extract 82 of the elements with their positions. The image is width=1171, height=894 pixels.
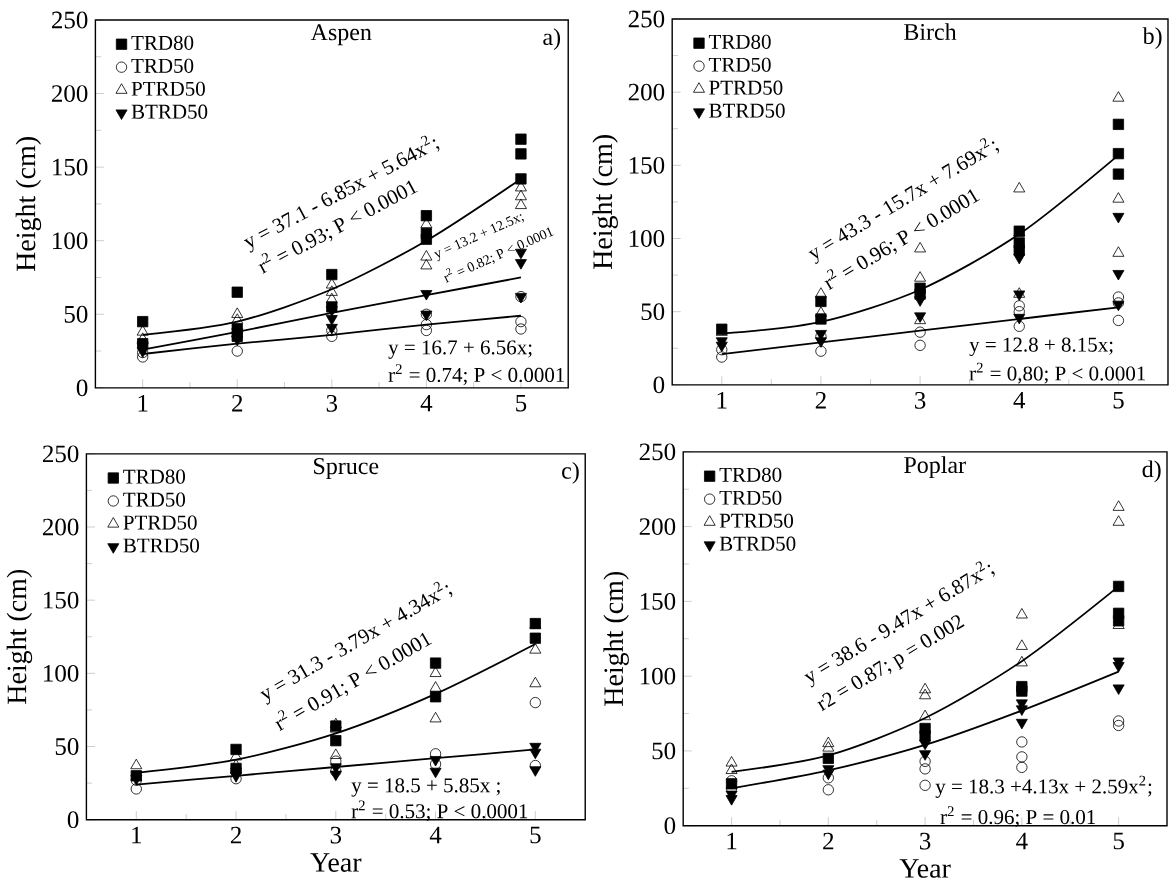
legend-label: BTRD50 bbox=[131, 104, 208, 119]
y-tick-label: 250 bbox=[42, 445, 79, 463]
y-tick-label: 100 bbox=[44, 665, 79, 682]
x-tick-label: 3 bbox=[326, 395, 338, 412]
x-tick-label: 1 bbox=[717, 392, 727, 409]
y-tick-label: 250 bbox=[51, 11, 88, 29]
annotation: r$^{2}$ = 0,80; P < 0.0001 bbox=[969, 362, 1146, 384]
y-tick-label: 100 bbox=[629, 230, 665, 248]
x-tick-label: 2 bbox=[232, 395, 243, 412]
legend-label: TRD50 bbox=[123, 492, 186, 507]
chart-title: Spruce bbox=[314, 458, 379, 480]
x-tick-label: 1 bbox=[138, 395, 148, 412]
legend-label: TRD50 bbox=[719, 490, 782, 506]
annotation: y = 18.3 +4.13x + 2.59x$^{2}$; bbox=[935, 775, 1152, 799]
chart-title: Aspen bbox=[310, 24, 372, 46]
y-tick-label: 100 bbox=[640, 667, 676, 685]
y-tick-label: 200 bbox=[639, 518, 676, 536]
y-tick-label: 50 bbox=[652, 742, 676, 760]
legend-label: BTRD50 bbox=[709, 103, 785, 118]
y-axis-title: Height (cm) bbox=[15, 137, 42, 272]
y-axis-title: Height (cm) bbox=[6, 570, 33, 705]
annotation: r$^{2}$ = 0.74; P < 0.0001 bbox=[388, 364, 565, 386]
chart-title: Birch bbox=[904, 23, 957, 41]
chart-title: Poplar bbox=[904, 456, 966, 479]
y-tick-label: 200 bbox=[628, 83, 665, 101]
legend-label: TRD80 bbox=[131, 35, 194, 51]
y-tick-label: 200 bbox=[51, 85, 88, 103]
y-tick-label: 0 bbox=[664, 817, 676, 835]
x-tick-label: 5 bbox=[530, 826, 541, 844]
y-tick-label: 0 bbox=[76, 379, 88, 397]
annotation: r$^{2}$ = 0.96; P = 0.01 bbox=[940, 806, 1096, 828]
y-tick-label: 100 bbox=[53, 232, 88, 250]
x-tick-label: 5 bbox=[516, 395, 527, 412]
y-tick-label: 200 bbox=[42, 518, 79, 536]
y-axis-title: Height (cm) bbox=[603, 572, 629, 707]
x-tick-label: 4 bbox=[1013, 392, 1026, 409]
annotation: a) bbox=[543, 28, 561, 51]
x-tick-label: 5 bbox=[1113, 832, 1124, 850]
y-tick-label: 150 bbox=[53, 158, 88, 176]
y-tick-label: 150 bbox=[44, 591, 79, 609]
x-tick-label: 3 bbox=[920, 832, 931, 850]
legend-label: TRD80 bbox=[123, 469, 186, 484]
legend-label: BTRD50 bbox=[719, 536, 796, 551]
legend-label: TRD80 bbox=[708, 34, 771, 50]
y-tick-label: 150 bbox=[629, 157, 665, 174]
x-tick-label: 2 bbox=[815, 392, 826, 409]
annotation: r$^{2}$ = 0.53; P < 0.0001 bbox=[351, 800, 528, 822]
x-tick-label: 2 bbox=[230, 826, 241, 844]
y-tick-label: 250 bbox=[639, 443, 676, 461]
y-tick-label: 150 bbox=[640, 593, 676, 610]
annotation: b) bbox=[1142, 27, 1162, 50]
x-tick-label: 3 bbox=[330, 826, 342, 844]
legend-label: PTRD50 bbox=[131, 81, 205, 97]
y-tick-label: 0 bbox=[67, 811, 79, 829]
x-tick-label: 1 bbox=[727, 832, 737, 850]
x-axis-title: Year bbox=[310, 853, 362, 873]
x-tick-label: 5 bbox=[1113, 392, 1124, 409]
legend-label: BTRD50 bbox=[123, 538, 200, 553]
annotation: c) bbox=[562, 462, 579, 484]
x-tick-label: 3 bbox=[915, 392, 926, 409]
legend-label: PTRD50 bbox=[719, 513, 794, 528]
y-tick-label: 50 bbox=[64, 306, 88, 323]
y-tick-label: 0 bbox=[653, 376, 665, 394]
legend-label: TRD80 bbox=[719, 467, 782, 483]
annotation: y = 12.8 + 8.15x; bbox=[969, 337, 1113, 357]
legend-label: PTRD50 bbox=[709, 80, 783, 95]
legend-label: TRD50 bbox=[708, 57, 771, 73]
x-tick-label: 4 bbox=[420, 395, 433, 412]
legend-label: PTRD50 bbox=[123, 515, 197, 530]
annotation: d) bbox=[1142, 460, 1161, 483]
annotation: y = 16.7 + 6.56x; bbox=[388, 340, 532, 359]
y-tick-label: 50 bbox=[55, 738, 79, 756]
annotation: y = 18.5 + 5.85x ; bbox=[351, 778, 500, 797]
x-tick-label: 4 bbox=[429, 826, 442, 844]
legend-label: TRD50 bbox=[131, 58, 194, 74]
x-tick-label: 4 bbox=[1016, 832, 1028, 850]
y-tick-label: 250 bbox=[628, 10, 665, 28]
x-tick-label: 2 bbox=[823, 832, 834, 850]
y-tick-label: 50 bbox=[641, 303, 665, 321]
x-axis-title: Year bbox=[899, 859, 951, 879]
x-tick-label: 1 bbox=[132, 826, 142, 844]
y-axis-title: Height (cm) bbox=[592, 135, 618, 270]
